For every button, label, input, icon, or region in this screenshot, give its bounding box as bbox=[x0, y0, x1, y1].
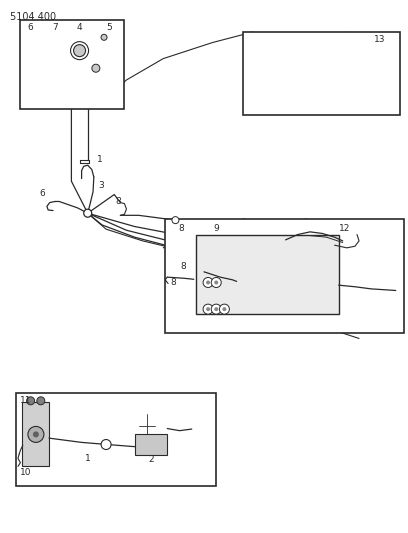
Circle shape bbox=[101, 34, 107, 41]
Text: 10: 10 bbox=[20, 469, 31, 477]
Circle shape bbox=[206, 307, 210, 311]
Text: 6: 6 bbox=[39, 189, 45, 198]
Text: 4: 4 bbox=[77, 23, 82, 32]
Text: 8: 8 bbox=[115, 197, 121, 206]
Text: 8: 8 bbox=[181, 262, 186, 271]
Circle shape bbox=[84, 209, 92, 217]
Text: 12: 12 bbox=[339, 224, 350, 232]
Text: 1: 1 bbox=[85, 454, 91, 463]
Text: 11: 11 bbox=[20, 397, 31, 405]
Circle shape bbox=[222, 307, 226, 311]
Text: 8: 8 bbox=[179, 224, 184, 232]
Text: 2: 2 bbox=[148, 455, 154, 464]
Text: 13: 13 bbox=[374, 36, 385, 44]
Text: 1: 1 bbox=[97, 156, 103, 164]
Polygon shape bbox=[243, 32, 400, 115]
Bar bbox=[22, 402, 49, 466]
Circle shape bbox=[211, 304, 221, 314]
Circle shape bbox=[33, 431, 39, 438]
Circle shape bbox=[73, 45, 86, 56]
Circle shape bbox=[172, 216, 179, 224]
Circle shape bbox=[203, 278, 213, 287]
Circle shape bbox=[92, 64, 100, 72]
Text: 5: 5 bbox=[106, 23, 112, 32]
Polygon shape bbox=[165, 219, 404, 333]
Polygon shape bbox=[20, 20, 124, 109]
Circle shape bbox=[101, 440, 111, 449]
Circle shape bbox=[214, 280, 218, 285]
Circle shape bbox=[220, 304, 229, 314]
Circle shape bbox=[27, 397, 35, 405]
Circle shape bbox=[37, 397, 45, 405]
Text: 8: 8 bbox=[171, 278, 176, 287]
Circle shape bbox=[214, 307, 218, 311]
Text: 5104 400: 5104 400 bbox=[10, 12, 56, 22]
Text: 9: 9 bbox=[213, 224, 219, 232]
Bar bbox=[196, 235, 339, 314]
Text: 3: 3 bbox=[98, 181, 104, 190]
Circle shape bbox=[211, 278, 221, 287]
Polygon shape bbox=[16, 393, 216, 486]
Text: 6: 6 bbox=[28, 23, 33, 32]
Circle shape bbox=[203, 304, 213, 314]
Bar bbox=[135, 434, 167, 455]
Text: 7: 7 bbox=[52, 23, 58, 32]
Circle shape bbox=[28, 426, 44, 442]
Circle shape bbox=[206, 280, 210, 285]
